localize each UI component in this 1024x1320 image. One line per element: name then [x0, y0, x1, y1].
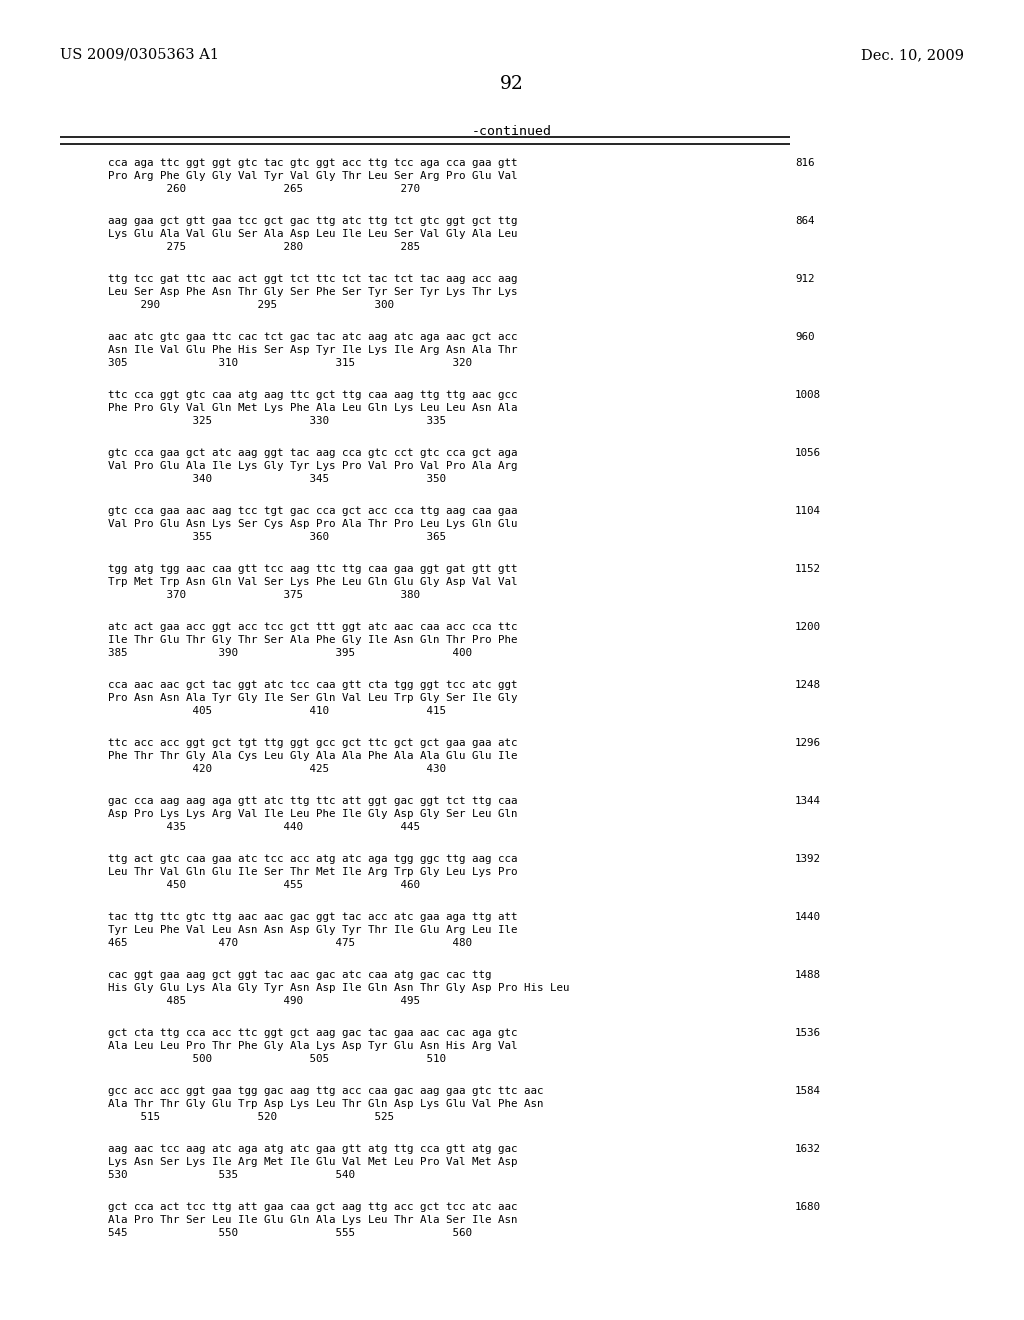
Text: aag gaa gct gtt gaa tcc gct gac ttg atc ttg tct gtc ggt gct ttg: aag gaa gct gtt gaa tcc gct gac ttg atc … — [108, 216, 517, 226]
Text: 1248: 1248 — [795, 680, 821, 690]
Text: Pro Asn Asn Ala Tyr Gly Ile Ser Gln Val Leu Trp Gly Ser Ile Gly: Pro Asn Asn Ala Tyr Gly Ile Ser Gln Val … — [108, 693, 517, 704]
Text: 92: 92 — [500, 75, 524, 92]
Text: 340               345               350: 340 345 350 — [108, 474, 446, 484]
Text: gct cca act tcc ttg att gaa caa gct aag ttg acc gct tcc atc aac: gct cca act tcc ttg att gaa caa gct aag … — [108, 1203, 517, 1212]
Text: tac ttg ttc gtc ttg aac aac gac ggt tac acc atc gaa aga ttg att: tac ttg ttc gtc ttg aac aac gac ggt tac … — [108, 912, 517, 921]
Text: Asn Ile Val Glu Phe His Ser Asp Tyr Ile Lys Ile Arg Asn Ala Thr: Asn Ile Val Glu Phe His Ser Asp Tyr Ile … — [108, 345, 517, 355]
Text: 1680: 1680 — [795, 1203, 821, 1212]
Text: 485               490               495: 485 490 495 — [108, 997, 420, 1006]
Text: 1152: 1152 — [795, 564, 821, 574]
Text: 420               425               430: 420 425 430 — [108, 764, 446, 774]
Text: gtc cca gaa aac aag tcc tgt gac cca gct acc cca ttg aag caa gaa: gtc cca gaa aac aag tcc tgt gac cca gct … — [108, 506, 517, 516]
Text: ttg tcc gat ttc aac act ggt tct ttc tct tac tct tac aag acc aag: ttg tcc gat ttc aac act ggt tct ttc tct … — [108, 275, 517, 284]
Text: Tyr Leu Phe Val Leu Asn Asn Asp Gly Tyr Thr Ile Glu Arg Leu Ile: Tyr Leu Phe Val Leu Asn Asn Asp Gly Tyr … — [108, 925, 517, 935]
Text: Asp Pro Lys Lys Arg Val Ile Leu Phe Ile Gly Asp Gly Ser Leu Gln: Asp Pro Lys Lys Arg Val Ile Leu Phe Ile … — [108, 809, 517, 818]
Text: 370               375               380: 370 375 380 — [108, 590, 420, 601]
Text: Val Pro Glu Asn Lys Ser Cys Asp Pro Ala Thr Pro Leu Lys Gln Glu: Val Pro Glu Asn Lys Ser Cys Asp Pro Ala … — [108, 519, 517, 529]
Text: tgg atg tgg aac caa gtt tcc aag ttc ttg caa gaa ggt gat gtt gtt: tgg atg tgg aac caa gtt tcc aag ttc ttg … — [108, 564, 517, 574]
Text: Dec. 10, 2009: Dec. 10, 2009 — [861, 48, 964, 62]
Text: 1296: 1296 — [795, 738, 821, 748]
Text: 385              390               395               400: 385 390 395 400 — [108, 648, 472, 657]
Text: 1392: 1392 — [795, 854, 821, 865]
Text: gac cca aag aag aga gtt atc ttg ttc att ggt gac ggt tct ttg caa: gac cca aag aag aga gtt atc ttg ttc att … — [108, 796, 517, 807]
Text: 450               455               460: 450 455 460 — [108, 880, 420, 890]
Text: aag aac tcc aag atc aga atg atc gaa gtt atg ttg cca gtt atg gac: aag aac tcc aag atc aga atg atc gaa gtt … — [108, 1144, 517, 1154]
Text: Ala Thr Thr Gly Glu Trp Asp Lys Leu Thr Gln Asp Lys Glu Val Phe Asn: Ala Thr Thr Gly Glu Trp Asp Lys Leu Thr … — [108, 1100, 544, 1109]
Text: 260               265               270: 260 265 270 — [108, 183, 420, 194]
Text: 912: 912 — [795, 275, 814, 284]
Text: 1584: 1584 — [795, 1086, 821, 1096]
Text: ttc acc acc ggt gct tgt ttg ggt gcc gct ttc gct gct gaa gaa atc: ttc acc acc ggt gct tgt ttg ggt gcc gct … — [108, 738, 517, 748]
Text: 405               410               415: 405 410 415 — [108, 706, 446, 715]
Text: 1632: 1632 — [795, 1144, 821, 1154]
Text: cca aga ttc ggt ggt gtc tac gtc ggt acc ttg tcc aga cca gaa gtt: cca aga ttc ggt ggt gtc tac gtc ggt acc … — [108, 158, 517, 168]
Text: 864: 864 — [795, 216, 814, 226]
Text: His Gly Glu Lys Ala Gly Tyr Asn Asp Ile Gln Asn Thr Gly Asp Pro His Leu: His Gly Glu Lys Ala Gly Tyr Asn Asp Ile … — [108, 983, 569, 993]
Text: 1008: 1008 — [795, 389, 821, 400]
Text: Ile Thr Glu Thr Gly Thr Ser Ala Phe Gly Ile Asn Gln Thr Pro Phe: Ile Thr Glu Thr Gly Thr Ser Ala Phe Gly … — [108, 635, 517, 645]
Text: Pro Arg Phe Gly Gly Val Tyr Val Gly Thr Leu Ser Arg Pro Glu Val: Pro Arg Phe Gly Gly Val Tyr Val Gly Thr … — [108, 172, 517, 181]
Text: 960: 960 — [795, 333, 814, 342]
Text: 465              470               475               480: 465 470 475 480 — [108, 939, 472, 948]
Text: Leu Thr Val Gln Glu Ile Ser Thr Met Ile Arg Trp Gly Leu Lys Pro: Leu Thr Val Gln Glu Ile Ser Thr Met Ile … — [108, 867, 517, 876]
Text: 1536: 1536 — [795, 1028, 821, 1038]
Text: Leu Ser Asp Phe Asn Thr Gly Ser Phe Ser Tyr Ser Tyr Lys Thr Lys: Leu Ser Asp Phe Asn Thr Gly Ser Phe Ser … — [108, 286, 517, 297]
Text: 275               280               285: 275 280 285 — [108, 242, 420, 252]
Text: cca aac aac gct tac ggt atc tcc caa gtt cta tgg ggt tcc atc ggt: cca aac aac gct tac ggt atc tcc caa gtt … — [108, 680, 517, 690]
Text: 1344: 1344 — [795, 796, 821, 807]
Text: Ala Pro Thr Ser Leu Ile Glu Gln Ala Lys Leu Thr Ala Ser Ile Asn: Ala Pro Thr Ser Leu Ile Glu Gln Ala Lys … — [108, 1214, 517, 1225]
Text: 1056: 1056 — [795, 447, 821, 458]
Text: 1200: 1200 — [795, 622, 821, 632]
Text: 290               295               300: 290 295 300 — [108, 300, 394, 310]
Text: 515               520               525: 515 520 525 — [108, 1111, 394, 1122]
Text: 816: 816 — [795, 158, 814, 168]
Text: US 2009/0305363 A1: US 2009/0305363 A1 — [60, 48, 219, 62]
Text: 545              550               555               560: 545 550 555 560 — [108, 1228, 472, 1238]
Text: Ala Leu Leu Pro Thr Phe Gly Ala Lys Asp Tyr Glu Asn His Arg Val: Ala Leu Leu Pro Thr Phe Gly Ala Lys Asp … — [108, 1041, 517, 1051]
Text: ttc cca ggt gtc caa atg aag ttc gct ttg caa aag ttg ttg aac gcc: ttc cca ggt gtc caa atg aag ttc gct ttg … — [108, 389, 517, 400]
Text: gtc cca gaa gct atc aag ggt tac aag cca gtc cct gtc cca gct aga: gtc cca gaa gct atc aag ggt tac aag cca … — [108, 447, 517, 458]
Text: atc act gaa acc ggt acc tcc gct ttt ggt atc aac caa acc cca ttc: atc act gaa acc ggt acc tcc gct ttt ggt … — [108, 622, 517, 632]
Text: 355               360               365: 355 360 365 — [108, 532, 446, 543]
Text: 530              535               540: 530 535 540 — [108, 1170, 355, 1180]
Text: Lys Glu Ala Val Glu Ser Ala Asp Leu Ile Leu Ser Val Gly Ala Leu: Lys Glu Ala Val Glu Ser Ala Asp Leu Ile … — [108, 228, 517, 239]
Text: Val Pro Glu Ala Ile Lys Gly Tyr Lys Pro Val Pro Val Pro Ala Arg: Val Pro Glu Ala Ile Lys Gly Tyr Lys Pro … — [108, 461, 517, 471]
Text: Phe Thr Thr Gly Ala Cys Leu Gly Ala Ala Phe Ala Ala Glu Glu Ile: Phe Thr Thr Gly Ala Cys Leu Gly Ala Ala … — [108, 751, 517, 762]
Text: cac ggt gaa aag gct ggt tac aac gac atc caa atg gac cac ttg: cac ggt gaa aag gct ggt tac aac gac atc … — [108, 970, 492, 979]
Text: -continued: -continued — [472, 125, 552, 139]
Text: 435               440               445: 435 440 445 — [108, 822, 420, 832]
Text: gct cta ttg cca acc ttc ggt gct aag gac tac gaa aac cac aga gtc: gct cta ttg cca acc ttc ggt gct aag gac … — [108, 1028, 517, 1038]
Text: Phe Pro Gly Val Gln Met Lys Phe Ala Leu Gln Lys Leu Leu Asn Ala: Phe Pro Gly Val Gln Met Lys Phe Ala Leu … — [108, 403, 517, 413]
Text: 1488: 1488 — [795, 970, 821, 979]
Text: 1440: 1440 — [795, 912, 821, 921]
Text: 500               505               510: 500 505 510 — [108, 1053, 446, 1064]
Text: Trp Met Trp Asn Gln Val Ser Lys Phe Leu Gln Glu Gly Asp Val Val: Trp Met Trp Asn Gln Val Ser Lys Phe Leu … — [108, 577, 517, 587]
Text: gcc acc acc ggt gaa tgg gac aag ttg acc caa gac aag gaa gtc ttc aac: gcc acc acc ggt gaa tgg gac aag ttg acc … — [108, 1086, 544, 1096]
Text: ttg act gtc caa gaa atc tcc acc atg atc aga tgg ggc ttg aag cca: ttg act gtc caa gaa atc tcc acc atg atc … — [108, 854, 517, 865]
Text: 305              310               315               320: 305 310 315 320 — [108, 358, 472, 368]
Text: Lys Asn Ser Lys Ile Arg Met Ile Glu Val Met Leu Pro Val Met Asp: Lys Asn Ser Lys Ile Arg Met Ile Glu Val … — [108, 1158, 517, 1167]
Text: aac atc gtc gaa ttc cac tct gac tac atc aag atc aga aac gct acc: aac atc gtc gaa ttc cac tct gac tac atc … — [108, 333, 517, 342]
Text: 1104: 1104 — [795, 506, 821, 516]
Text: 325               330               335: 325 330 335 — [108, 416, 446, 426]
